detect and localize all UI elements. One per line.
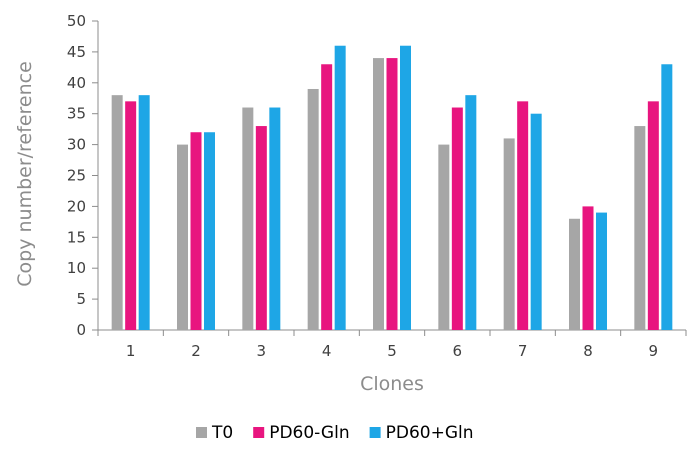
x-tick-label: 2 [191, 342, 201, 360]
legend-swatch [253, 427, 265, 438]
x-axis-title: Clones [360, 373, 424, 395]
bar-pd60-gln-8 [582, 206, 594, 330]
bar-t0-1 [111, 95, 123, 330]
legend-label: PD60+Gln [386, 423, 474, 443]
y-tick-label: 50 [67, 12, 86, 30]
legend-label: PD60-Gln [269, 423, 349, 443]
bar-pd60-gln-6 [465, 95, 477, 330]
y-tick-label: 10 [67, 259, 86, 277]
x-tick-label: 5 [387, 342, 397, 360]
y-tick-label: 25 [67, 167, 86, 185]
bar-pd60-gln-7 [530, 113, 542, 330]
bar-pd60-gln-1 [125, 101, 137, 330]
x-tick-label: 1 [126, 342, 136, 360]
y-tick-label: 45 [67, 43, 86, 61]
bar-pd60-gln-1 [138, 95, 150, 330]
bar-pd60-gln-9 [647, 101, 659, 330]
x-tick-label: 7 [518, 342, 528, 360]
bar-pd60-gln-2 [190, 132, 202, 330]
x-tick-label: 9 [649, 342, 659, 360]
y-axis: 0 5 10 15 20 25 30 35 40 45 50 [67, 12, 99, 339]
bar-pd60-gln-3 [255, 126, 267, 330]
bar-t0-9 [634, 126, 646, 330]
bar-t0-2 [177, 144, 188, 330]
bar-pd60-gln-6 [451, 107, 463, 331]
x-tick-label: 3 [257, 342, 267, 360]
bar-pd60-gln-7 [517, 101, 529, 330]
bar-pd60-gln-5 [386, 58, 398, 331]
y-tick-label: 15 [67, 228, 86, 246]
x-tick-label: 4 [322, 342, 332, 360]
legend-label: T0 [211, 423, 233, 443]
y-tick-label: 5 [76, 290, 86, 308]
y-axis-title: Copy number/reference [14, 61, 36, 287]
bar-pd60-gln-9 [661, 64, 673, 330]
bar-t0-6 [438, 144, 450, 330]
bar-pd60-gln-3 [269, 107, 281, 331]
legend-swatch [196, 427, 207, 438]
bar-t0-8 [569, 218, 580, 330]
y-tick-label: 0 [76, 321, 86, 339]
legend-item: PD60+Gln [369, 423, 474, 443]
legend-item: PD60-Gln [253, 423, 350, 443]
y-tick-label: 20 [67, 197, 86, 215]
bar-t0-7 [503, 138, 515, 330]
x-axis: 1 2 3 4 5 6 7 8 9 [97, 329, 687, 360]
y-tick-label: 35 [67, 105, 86, 123]
x-tick-label: 8 [583, 342, 593, 360]
bar-pd60-gln-5 [400, 45, 411, 330]
y-tick-label: 40 [67, 74, 86, 92]
bar-t0-5 [373, 58, 384, 331]
bar-pd60-gln-4 [334, 45, 346, 330]
bar-pd60-gln-8 [596, 212, 607, 330]
bar-pd60-gln-2 [204, 132, 215, 330]
y-tick-label: 30 [67, 136, 86, 154]
legend-item: T0 [196, 423, 233, 443]
legend-swatch [369, 427, 381, 438]
bar-series-group [111, 45, 673, 331]
bar-t0-4 [307, 88, 319, 330]
bar-t0-3 [242, 107, 254, 331]
bar-pd60-gln-4 [321, 64, 333, 330]
legend: T0 PD60-Gln PD60+Gln [196, 423, 474, 443]
x-tick-label: 6 [453, 342, 463, 360]
